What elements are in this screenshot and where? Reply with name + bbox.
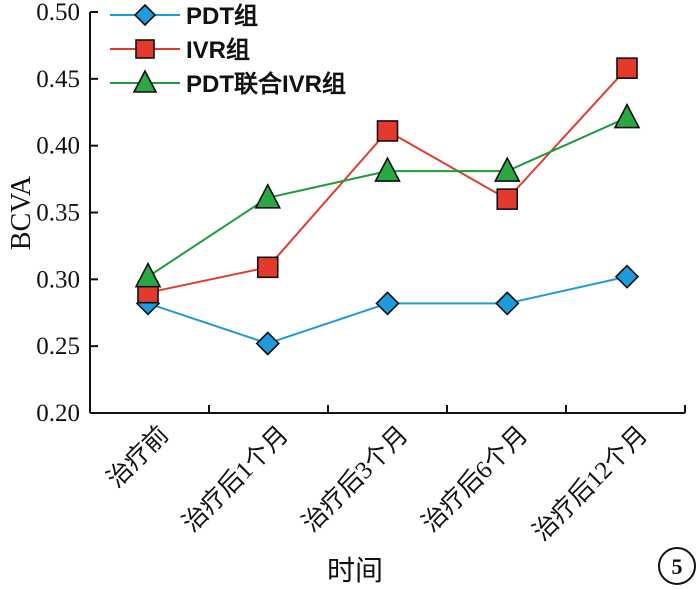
y-tick-label: 0.45 (36, 66, 80, 93)
series-markers-1 (137, 57, 638, 304)
data-point-square (496, 188, 519, 210)
data-point-triangle (613, 102, 641, 129)
legend-label: PDT组 (186, 3, 258, 30)
y-axis-ticks: 0.20 0.25 0.30 0.35 0.40 0.45 0.50 (36, 0, 98, 427)
legend-label: IVR组 (186, 37, 250, 64)
data-point-diamond (255, 331, 280, 356)
data-point-triangle (493, 156, 521, 182)
series-layer (134, 57, 641, 356)
data-point-triangle (254, 183, 282, 209)
y-axis-title: BCVA (6, 175, 37, 250)
axes (89, 12, 685, 414)
badge-circle (658, 547, 696, 585)
data-point-square (135, 39, 155, 59)
figure-badge: 5 (658, 547, 696, 585)
y-tick-label: 0.30 (36, 266, 80, 293)
legend-item: IVR组 (110, 37, 250, 64)
y-tick-label: 0.25 (36, 333, 80, 360)
y-tick-label: 0.40 (36, 133, 80, 160)
data-point-diamond (375, 291, 400, 316)
data-point-diamond (495, 291, 520, 316)
data-point-diamond (614, 264, 640, 289)
data-point-square (616, 57, 638, 79)
y-tick-label: 0.50 (36, 0, 80, 26)
x-tick-label: 治疗后12个月 (527, 420, 653, 546)
y-tick-label: 0.20 (36, 400, 80, 427)
data-point-square (256, 256, 279, 279)
data-point-square (376, 120, 399, 142)
x-tick-label: 治疗后1个月 (177, 420, 294, 537)
badge-number: 5 (672, 554, 683, 579)
x-tick-label: 治疗后3个月 (297, 420, 414, 537)
data-point-triangle (132, 69, 158, 93)
data-point-triangle (374, 156, 401, 182)
legend-item: PDT联合IVR组 (110, 69, 346, 98)
legend: PDT组 IVR组 PDT联合IVR组 (110, 3, 346, 98)
data-point-diamond (133, 3, 157, 27)
legend-label: PDT联合IVR组 (186, 70, 346, 98)
x-tick-label: 治疗后6个月 (416, 420, 533, 537)
legend-item: PDT组 (110, 3, 258, 30)
x-axis-title: 时间 (327, 555, 383, 587)
series-markers-2 (134, 102, 641, 288)
data-point-triangle (134, 261, 162, 288)
y-tick-label: 0.35 (36, 200, 80, 227)
x-tick-label: 治疗前 (101, 420, 174, 493)
